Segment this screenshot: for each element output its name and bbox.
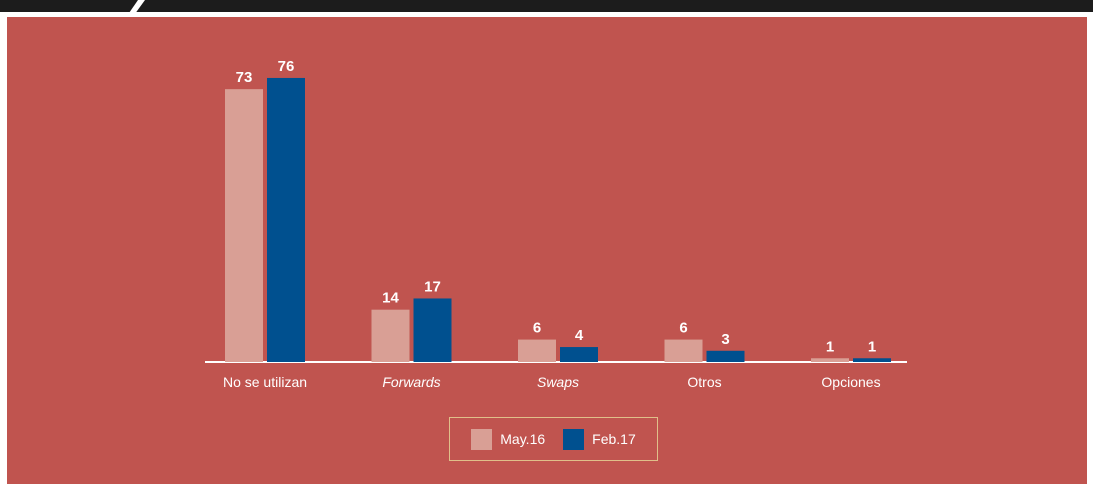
bar-opciones-may16	[811, 358, 849, 362]
data-label-no-se-utilizan-feb17: 76	[278, 58, 295, 75]
data-label-otros-feb17: 3	[721, 331, 729, 348]
data-label-forwards-may16: 14	[382, 290, 399, 307]
x-tick-label: Opciones	[821, 374, 880, 390]
legend: May.16 Feb.17	[449, 417, 658, 461]
bar-swaps-may16	[518, 339, 556, 362]
top-frame-notch-inner	[0, 0, 138, 12]
legend-item-may16: May.16	[471, 428, 546, 450]
bar-no-se-utilizan-feb17	[267, 77, 305, 362]
x-tick-label: Forwards	[382, 374, 440, 390]
chart-panel	[7, 17, 1087, 484]
legend-label-may16: May.16	[500, 431, 546, 447]
top-frame-bar	[0, 0, 1093, 12]
x-tick-label: Otros	[687, 374, 721, 390]
x-tick-label: Swaps	[537, 374, 579, 390]
data-label-otros-may16: 6	[679, 320, 687, 337]
data-label-opciones-may16: 1	[826, 338, 834, 355]
bar-forwards-may16	[371, 309, 410, 362]
data-label-no-se-utilizan-may16: 73	[236, 69, 253, 86]
legend-swatch-feb17	[563, 428, 585, 450]
legend-label-feb17: Feb.17	[592, 431, 636, 447]
data-label-forwards-feb17: 17	[424, 278, 441, 295]
bar-swaps-feb17	[560, 347, 598, 362]
data-label-opciones-feb17: 1	[868, 338, 876, 355]
data-label-swaps-may16: 6	[533, 320, 541, 337]
bar-otros-may16	[664, 339, 703, 362]
legend-swatch-may16	[471, 428, 493, 450]
x-tick-label: No se utilizan	[223, 374, 307, 390]
bar-forwards-feb17	[413, 298, 452, 362]
bar-otros-feb17	[706, 350, 745, 362]
bar-no-se-utilizan-may16	[225, 89, 263, 362]
bar-opciones-feb17	[853, 358, 891, 362]
legend-item-feb17: Feb.17	[563, 428, 636, 450]
data-label-swaps-feb17: 4	[575, 327, 584, 344]
